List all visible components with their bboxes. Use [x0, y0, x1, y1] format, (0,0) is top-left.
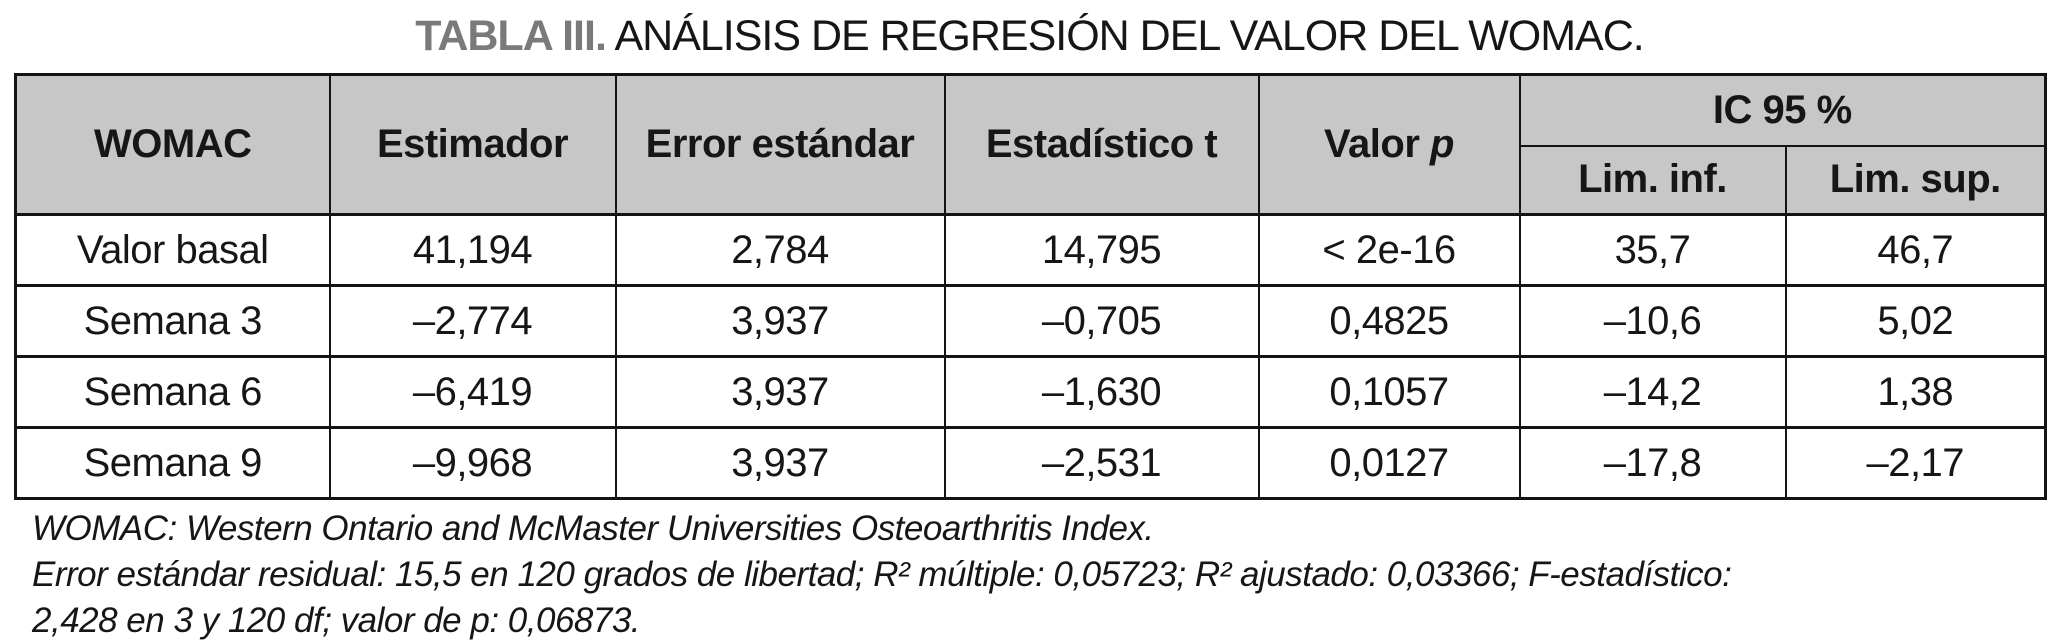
cell-error-estandar: 3,937 — [614, 426, 946, 500]
footnote-line: WOMAC: Western Ontario and McMaster Univ… — [32, 509, 1154, 548]
cell-lim-inf: –17,8 — [1518, 426, 1787, 500]
table-row-semana-9: Semana 9 –9,968 3,937 –2,531 0,0127 –17,… — [14, 426, 2047, 500]
cell-estadistico-t: –2,531 — [943, 426, 1260, 500]
cell-valor-p: 0,4825 — [1257, 284, 1521, 358]
cell-lim-inf: –10,6 — [1518, 284, 1787, 358]
table-header: WOMAC Estimador Error estándar Estadísti… — [14, 73, 2047, 216]
cell-estimador: –2,774 — [328, 284, 617, 358]
cell-lim-sup: 5,02 — [1784, 284, 2047, 358]
cell-estimador: –9,968 — [328, 426, 617, 500]
cell-error-estandar: 2,784 — [614, 213, 946, 287]
cell-estadistico-t: –1,630 — [943, 355, 1260, 429]
table-title: TABLA III. ANÁLISIS DE REGRESIÓN DEL VAL… — [0, 12, 2059, 61]
cell-valor-p: 0,0127 — [1257, 426, 1521, 500]
footnote-line: 2,428 en 3 y 120 df; valor de p: 0,06873… — [32, 601, 641, 640]
cell-womac: Semana 6 — [14, 355, 331, 429]
regression-table: WOMAC Estimador Error estándar Estadísti… — [14, 73, 2048, 500]
table-row-semana-6: Semana 6 –6,419 3,937 –1,630 0,1057 –14,… — [14, 355, 2047, 429]
cell-womac: Semana 3 — [14, 284, 331, 358]
cell-estimador: –6,419 — [328, 355, 617, 429]
cell-lim-sup: 1,38 — [1784, 355, 2047, 429]
cell-valor-p: < 2e-16 — [1257, 213, 1521, 287]
cell-womac: Valor basal — [14, 213, 331, 287]
table-footnotes: WOMAC: Western Ontario and McMaster Univ… — [32, 506, 2022, 640]
col-header-valor-p: Valor p — [1257, 73, 1521, 216]
cell-lim-sup: 46,7 — [1784, 213, 2047, 287]
table-row-semana-3: Semana 3 –2,774 3,937 –0,705 0,4825 –10,… — [14, 284, 2047, 358]
col-header-ic95: IC 95 % — [1518, 73, 2047, 147]
cell-lim-inf: 35,7 — [1518, 213, 1787, 287]
cell-estadistico-t: –0,705 — [943, 284, 1260, 358]
valor-p-symbol: p — [1430, 122, 1454, 166]
cell-estimador: 41,194 — [328, 213, 617, 287]
col-header-estadistico-t: Estadístico t — [943, 73, 1260, 216]
cell-valor-p: 0,1057 — [1257, 355, 1521, 429]
header-row-top: WOMAC Estimador Error estándar Estadísti… — [14, 73, 2047, 216]
col-header-womac: WOMAC — [14, 73, 331, 216]
header-row-sub: Lim. inf. Lim. sup. — [16, 144, 2047, 216]
col-header-lim-sup: Lim. sup. — [1784, 144, 2047, 216]
table-body: Valor basal 41,194 2,784 14,795 < 2e-16 … — [14, 213, 2047, 500]
cell-lim-sup: –2,17 — [1784, 426, 2047, 500]
col-header-error-estandar: Error estándar — [614, 73, 946, 216]
table-title-text: ANÁLISIS DE REGRESIÓN DEL VALOR DEL WOMA… — [614, 12, 1644, 60]
cell-estadistico-t: 14,795 — [943, 213, 1260, 287]
col-header-estimador: Estimador — [328, 73, 617, 216]
cell-error-estandar: 3,937 — [614, 284, 946, 358]
cell-womac: Semana 9 — [14, 426, 331, 500]
valor-p-prefix: Valor — [1324, 122, 1420, 166]
footnote-line: Error estándar residual: 15,5 en 120 gra… — [32, 555, 1732, 594]
cell-error-estandar: 3,937 — [614, 355, 946, 429]
table-row-valor-basal: Valor basal 41,194 2,784 14,795 < 2e-16 … — [14, 213, 2047, 287]
col-header-lim-inf: Lim. inf. — [1518, 144, 1787, 216]
cell-lim-inf: –14,2 — [1518, 355, 1787, 429]
table-title-label: TABLA III. — [415, 12, 607, 60]
